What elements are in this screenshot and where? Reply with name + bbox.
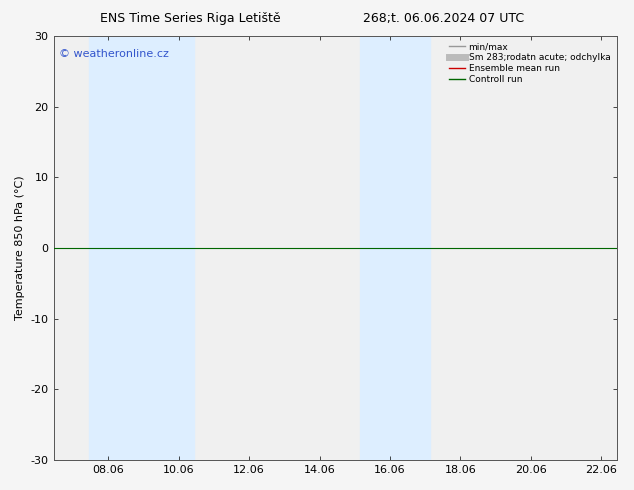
Text: ENS Time Series Riga Letiště: ENS Time Series Riga Letiště	[100, 12, 280, 25]
Y-axis label: Temperature 850 hPa (°C): Temperature 850 hPa (°C)	[15, 176, 25, 320]
Text: 268;t. 06.06.2024 07 UTC: 268;t. 06.06.2024 07 UTC	[363, 12, 524, 25]
Text: © weatheronline.cz: © weatheronline.cz	[59, 49, 169, 59]
Bar	[89, 36, 194, 460]
Bar	[359, 36, 430, 460]
Legend: min/max, Sm 283;rodatn acute; odchylka, Ensemble mean run, Controll run: min/max, Sm 283;rodatn acute; odchylka, …	[447, 41, 612, 86]
